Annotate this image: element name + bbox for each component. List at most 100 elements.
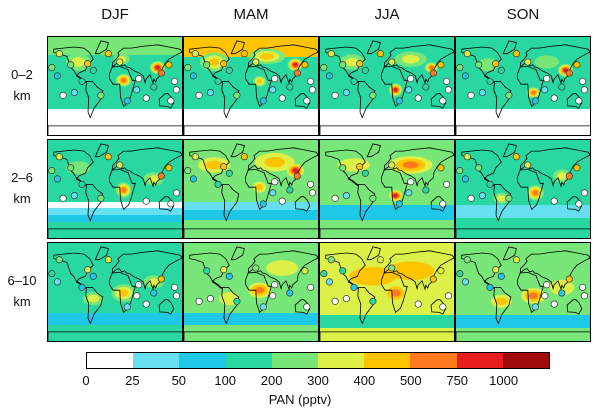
coastline bbox=[221, 81, 240, 119]
colorbar-bin bbox=[225, 353, 272, 368]
observation-station-marker bbox=[206, 295, 214, 303]
observation-station-marker bbox=[135, 75, 143, 83]
observation-station-marker bbox=[541, 86, 549, 94]
observation-station-marker bbox=[456, 64, 464, 72]
observation-station-marker bbox=[67, 164, 75, 172]
observation-station-marker bbox=[320, 64, 328, 72]
map-panel bbox=[183, 242, 319, 342]
observation-station-marker bbox=[439, 200, 447, 208]
concentration-band bbox=[184, 202, 318, 210]
observation-station-marker bbox=[512, 153, 520, 161]
concentration-contour bbox=[205, 160, 223, 170]
altitude-unit: km bbox=[13, 294, 31, 309]
concentration-contour bbox=[390, 289, 401, 297]
concentration-contour bbox=[393, 193, 398, 198]
observation-station-marker bbox=[339, 61, 347, 69]
observation-station-marker bbox=[195, 91, 203, 99]
coastline bbox=[230, 143, 245, 158]
map-panel-svg bbox=[320, 140, 454, 238]
coastline bbox=[85, 81, 104, 119]
observation-station-marker bbox=[550, 197, 558, 205]
observation-station-marker bbox=[53, 278, 61, 286]
coastline bbox=[85, 184, 104, 222]
coastline bbox=[111, 147, 182, 188]
concentration-band bbox=[48, 313, 182, 325]
observation-station-marker bbox=[286, 289, 294, 297]
observation-station-marker bbox=[133, 292, 141, 300]
observation-station-marker bbox=[184, 167, 192, 175]
map-panel-svg bbox=[184, 243, 318, 341]
observation-station-marker bbox=[48, 64, 56, 72]
colorbar-tick-label: 50 bbox=[171, 373, 187, 388]
concentration-band bbox=[456, 109, 590, 135]
observation-station-marker bbox=[220, 163, 228, 171]
observation-station-marker bbox=[78, 283, 86, 291]
observation-station-marker bbox=[303, 97, 311, 105]
concentration-contour bbox=[387, 261, 435, 281]
coastline bbox=[493, 184, 512, 222]
coastline bbox=[366, 40, 381, 55]
map-panel-svg bbox=[48, 140, 182, 238]
observation-station-marker bbox=[422, 83, 430, 91]
season-header-son: SON bbox=[506, 6, 540, 23]
coastline bbox=[230, 246, 245, 261]
coastline bbox=[320, 228, 454, 238]
coastline bbox=[493, 81, 512, 119]
observation-station-marker bbox=[116, 161, 124, 169]
observation-station-marker bbox=[376, 50, 384, 58]
observation-station-marker bbox=[142, 300, 150, 308]
map-panel-svg bbox=[320, 37, 454, 135]
observation-station-marker bbox=[48, 270, 56, 278]
observation-station-marker bbox=[437, 61, 445, 69]
concentration-band bbox=[320, 205, 454, 220]
observation-station-marker bbox=[116, 58, 124, 66]
observation-station-marker bbox=[558, 83, 566, 91]
observation-station-marker bbox=[271, 178, 279, 186]
observation-station-marker bbox=[369, 91, 377, 99]
concentration-band bbox=[48, 208, 182, 215]
observation-station-marker bbox=[142, 197, 150, 205]
observation-station-marker bbox=[356, 60, 364, 68]
observation-station-marker bbox=[214, 180, 222, 188]
observation-station-marker bbox=[579, 77, 587, 85]
map-panel-svg bbox=[320, 243, 454, 341]
coastline bbox=[247, 250, 318, 291]
observation-station-marker bbox=[531, 97, 539, 105]
observation-station-marker bbox=[376, 256, 384, 264]
concentration-band bbox=[184, 37, 318, 57]
observation-station-marker bbox=[59, 194, 67, 202]
coastline bbox=[357, 287, 376, 325]
observation-station-marker bbox=[104, 50, 112, 58]
concentration-contour bbox=[349, 267, 397, 286]
observation-station-marker bbox=[293, 172, 301, 180]
observation-station-marker bbox=[369, 297, 377, 305]
observation-station-marker bbox=[356, 163, 364, 171]
observation-station-marker bbox=[439, 97, 447, 105]
colorbar-bin bbox=[179, 353, 226, 368]
observation-station-marker bbox=[189, 72, 197, 80]
observation-station-marker bbox=[195, 297, 203, 305]
observation-station-marker bbox=[70, 89, 78, 97]
colorbar-tick-label: 25 bbox=[125, 373, 140, 388]
observation-station-marker bbox=[505, 194, 513, 202]
observation-station-marker bbox=[320, 270, 328, 278]
observation-station-marker bbox=[157, 172, 165, 180]
observation-station-marker bbox=[541, 292, 549, 300]
observation-station-marker bbox=[327, 50, 335, 58]
coastline bbox=[357, 81, 376, 119]
observation-station-marker bbox=[580, 292, 588, 300]
observation-station-marker bbox=[191, 50, 199, 58]
observation-station-marker bbox=[350, 77, 358, 85]
observation-station-marker bbox=[524, 58, 532, 66]
observation-station-marker bbox=[269, 189, 277, 197]
observation-station-marker bbox=[414, 300, 422, 308]
coastline bbox=[519, 147, 590, 188]
observation-station-marker bbox=[150, 83, 158, 91]
observation-station-marker bbox=[142, 94, 150, 102]
observation-station-marker bbox=[429, 275, 437, 283]
observation-station-marker bbox=[233, 91, 241, 99]
observation-station-marker bbox=[327, 256, 335, 264]
altitude-unit: km bbox=[13, 88, 31, 103]
observation-station-marker bbox=[278, 94, 286, 102]
concentration-band bbox=[184, 313, 318, 325]
